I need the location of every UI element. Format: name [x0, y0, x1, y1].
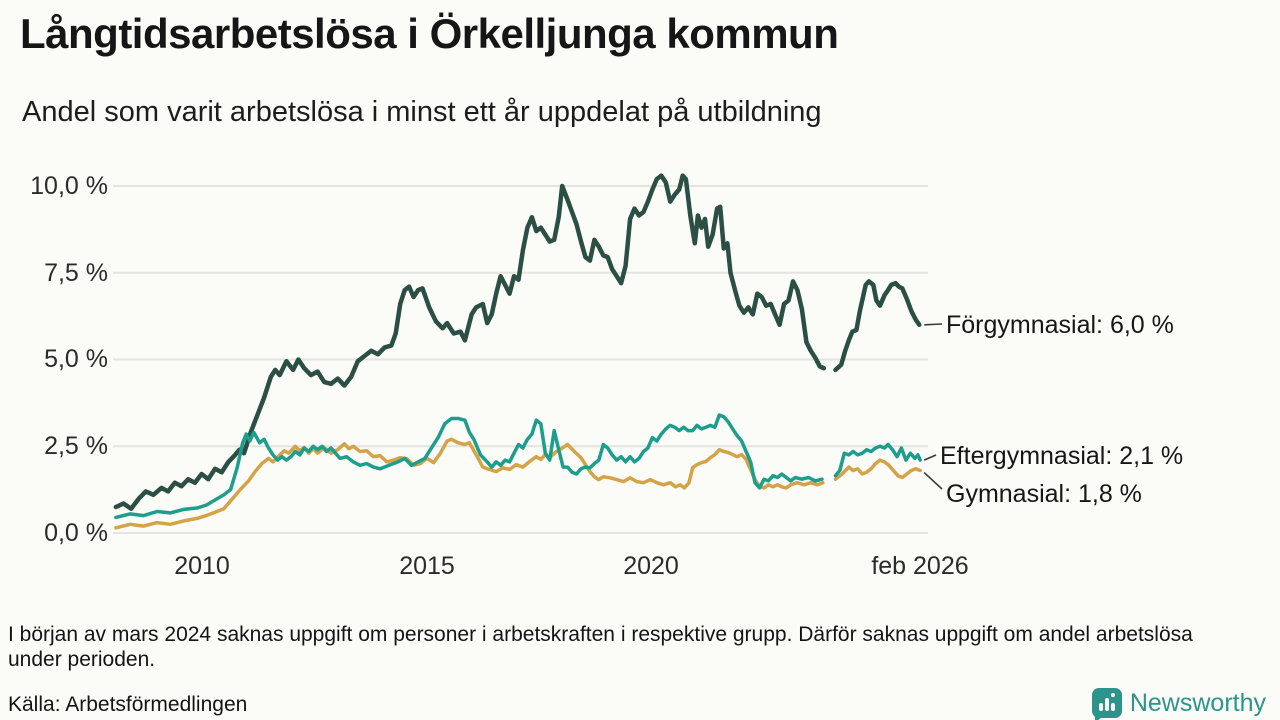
y-axis-tick-label: 2,5 % [44, 432, 108, 460]
y-axis-tick-label: 10,0 % [30, 172, 108, 200]
series-line-gymnasial [833, 458, 922, 481]
y-axis-tick-label: 7,5 % [44, 259, 108, 287]
y-axis-tick-label: 5,0 % [44, 345, 108, 373]
label-connector [924, 323, 943, 326]
newsworthy-bubble-chart-icon [1091, 688, 1122, 720]
page-subtitle: Andel som varit arbetslösa i minst ett å… [22, 96, 822, 128]
label-connector [923, 471, 943, 490]
series-end-label-gymnasial: Gymnasial: 1,8 % [946, 480, 1142, 508]
series-end-label-eftergymnasial: Eftergymnasial: 2,1 % [940, 442, 1184, 470]
footnote-text: I början av mars 2024 saknas uppgift om … [8, 623, 1193, 671]
series-line-förgymnasial [113, 173, 827, 511]
y-axis-tick-label: 0,0 % [44, 519, 108, 547]
series-line-eftergymnasial [114, 413, 824, 520]
series-line-gymnasial [114, 437, 825, 530]
page-title: Långtidsarbetslösa i Örkelljunga kommun [20, 10, 839, 57]
x-axis-tick-label: 2020 [623, 552, 679, 580]
x-axis-tick-label: feb 2026 [871, 552, 969, 580]
newsworthy-logo: Newsworthy [1091, 688, 1266, 720]
series-line-förgymnasial [833, 279, 922, 373]
source-text: Källa: Arbetsförmedlingen [8, 693, 248, 716]
newsworthy-wordmark: Newsworthy [1129, 688, 1266, 717]
series-line-eftergymnasial [833, 442, 922, 478]
x-axis-tick-label: 2010 [174, 552, 230, 580]
label-connector [923, 454, 937, 461]
series-end-label-forgymnasial: Förgymnasial: 6,0 % [946, 311, 1174, 339]
x-axis-tick-label: 2015 [399, 552, 455, 580]
